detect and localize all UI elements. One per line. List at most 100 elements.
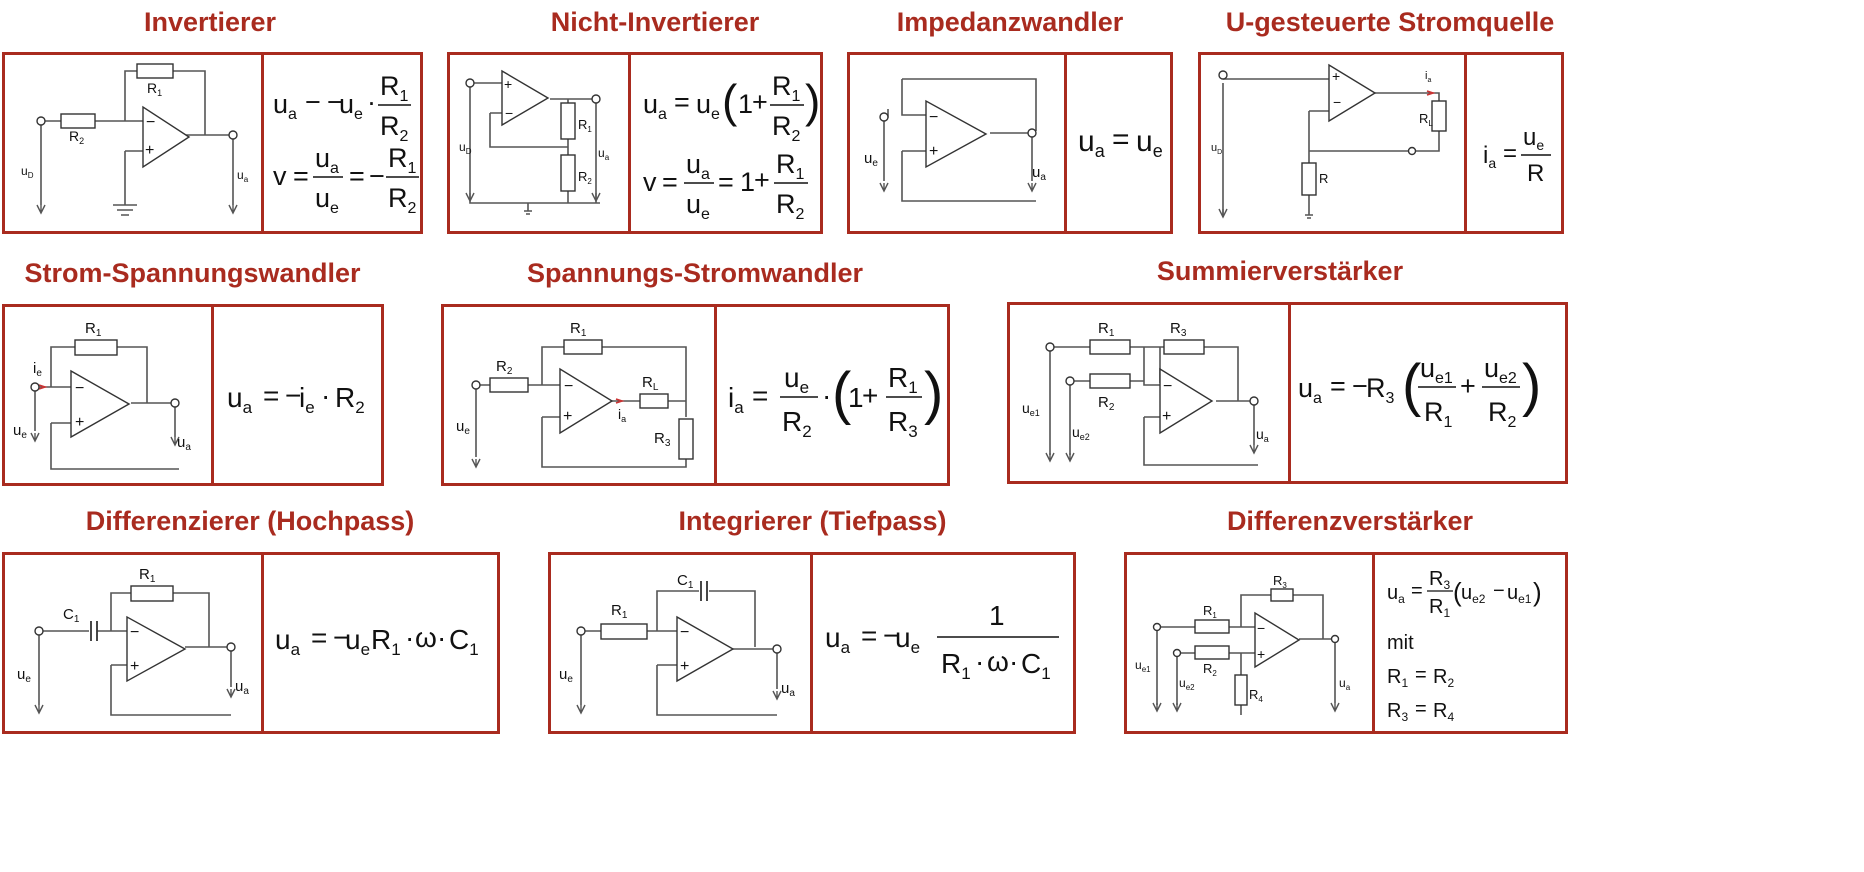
svg-text:=: = bbox=[752, 380, 768, 411]
svg-text:R1: R1 bbox=[776, 149, 805, 183]
svg-text:−: − bbox=[285, 380, 301, 411]
svg-text:C1: C1 bbox=[63, 606, 80, 625]
svg-text:ue: ue bbox=[784, 362, 809, 397]
svg-text:1: 1 bbox=[989, 600, 1005, 631]
svg-text:ua: ua bbox=[1339, 676, 1351, 692]
svg-text:R2: R2 bbox=[69, 128, 84, 146]
svg-text:ue2: ue2 bbox=[1179, 676, 1195, 692]
svg-text:−: − bbox=[1257, 620, 1265, 636]
svg-text:(: ( bbox=[1402, 353, 1421, 418]
svg-text:ia: ia bbox=[1425, 70, 1431, 84]
svg-text:uD: uD bbox=[1211, 142, 1222, 156]
svg-text:ue: ue bbox=[864, 150, 878, 169]
svg-text:R1: R1 bbox=[380, 71, 409, 105]
svg-text:R2: R2 bbox=[578, 169, 592, 186]
svg-text:R2: R2 bbox=[772, 111, 801, 145]
svg-text:=: = bbox=[1112, 123, 1130, 156]
svg-text:=: = bbox=[1503, 140, 1517, 167]
integrierer-formula: ua = − ue 1 R1 · ω · C1 bbox=[825, 600, 1059, 683]
svg-text:=: = bbox=[293, 161, 309, 191]
integrierer-circuit: − + C1 R1 ue ua ua = − ue 1 R1 · ω · C1 bbox=[559, 572, 1059, 716]
svg-text:C1: C1 bbox=[449, 624, 479, 659]
svg-text:·: · bbox=[975, 646, 984, 677]
svg-text:ua: ua bbox=[177, 434, 191, 453]
svg-text:R3: R3 bbox=[1170, 320, 1187, 339]
svg-text:R1: R1 bbox=[139, 566, 156, 585]
svg-text:ue: ue bbox=[345, 624, 370, 659]
svg-text:ie: ie bbox=[33, 360, 42, 379]
title-summierverstaerker: Summierverstärker bbox=[1156, 256, 1404, 286]
svg-text:R3: R3 bbox=[654, 430, 671, 449]
u-stromquelle-box: + − ia RL R uD ia = ue R bbox=[1198, 52, 1564, 234]
svg-text:ω: ω bbox=[415, 622, 437, 653]
svg-text:R1: R1 bbox=[611, 602, 628, 621]
op-minus: − bbox=[146, 114, 155, 131]
svg-text:·: · bbox=[437, 622, 446, 653]
svg-text:=: = bbox=[674, 87, 690, 117]
svg-text:ue: ue bbox=[559, 666, 573, 685]
nicht-invertierer-circuit: + − R1 R2 uD ua ua = ue ( 1+ R1 R2 ) v =… bbox=[459, 69, 820, 223]
svg-text:R2: R2 bbox=[776, 189, 805, 223]
svg-text:−: − bbox=[1493, 580, 1505, 602]
svg-text:R2: R2 bbox=[1098, 394, 1115, 413]
svg-text:ue: ue bbox=[339, 89, 363, 123]
svg-text:1: 1 bbox=[738, 89, 753, 119]
svg-text:R3: R3 bbox=[888, 406, 918, 441]
svg-text:ua: ua bbox=[598, 146, 610, 162]
svg-text:ia: ia bbox=[728, 382, 744, 417]
svg-text:−: − bbox=[369, 161, 385, 191]
svg-text:ua: ua bbox=[781, 680, 795, 699]
svg-text:=: = bbox=[349, 161, 365, 191]
title-strom-spannungswandler: Strom-Spannungswandler bbox=[24, 258, 361, 288]
nicht-invertierer-formula-ua: ua = ue ( 1+ R1 R2 ) bbox=[643, 71, 820, 145]
impedanzwandler-circuit: − + ue ua ua = ue bbox=[864, 78, 1163, 202]
svg-text:RL: RL bbox=[1419, 111, 1433, 128]
svg-text:uD: uD bbox=[21, 164, 34, 180]
svg-text:R1: R1 bbox=[85, 320, 102, 339]
svg-text:=: = bbox=[263, 380, 279, 411]
svg-text:ue1: ue1 bbox=[1507, 582, 1532, 606]
u-stromquelle-circuit: + − ia RL R uD ia = ue R bbox=[1211, 63, 1551, 219]
summierverstaerker-circuit: − + R1 R3 R2 ue1 ue2 ua ua = − R3 ( ue1 … bbox=[1022, 320, 1541, 466]
svg-text:RL: RL bbox=[642, 374, 659, 393]
svg-text:=: = bbox=[1415, 664, 1427, 686]
svg-text:+: + bbox=[75, 414, 84, 431]
svg-text:(: ( bbox=[1453, 577, 1462, 607]
impedanzwandler-box: − + ue ua ua = ue bbox=[847, 52, 1173, 234]
svg-text:R2: R2 bbox=[380, 111, 409, 145]
svg-text:−: − bbox=[1352, 371, 1368, 401]
svg-text:−: − bbox=[327, 87, 343, 117]
svg-text:+: + bbox=[504, 76, 512, 92]
differenzverstaerker-box: − + R3 R1 R2 R4 ue1 ue2 ua ua = R3 R1 ( … bbox=[1124, 552, 1568, 734]
svg-text:+: + bbox=[1332, 68, 1340, 84]
invertierer-formula-v: v = ua ue = − R1 R2 bbox=[273, 143, 419, 217]
svg-text:·: · bbox=[1009, 646, 1018, 677]
title-impedanzwandler: Impedanzwandler bbox=[896, 7, 1124, 37]
svg-text:ua: ua bbox=[1032, 164, 1046, 183]
svg-text:): ) bbox=[1533, 577, 1542, 607]
svg-text:R3: R3 bbox=[1429, 568, 1450, 592]
svg-text:ue: ue bbox=[895, 622, 920, 657]
svg-text:v: v bbox=[273, 161, 287, 191]
impedanzwandler-formula: ua = ue bbox=[1078, 123, 1163, 161]
svg-text:R1: R1 bbox=[1098, 320, 1115, 339]
svg-text:R1: R1 bbox=[578, 117, 592, 134]
summierverstaerker-formula: ua = − R3 ( ue1 R1 + ue2 R2 ) bbox=[1298, 353, 1541, 431]
svg-text:ua: ua bbox=[275, 624, 301, 659]
svg-text:+: + bbox=[862, 380, 878, 411]
svg-text:−: − bbox=[680, 624, 689, 641]
svg-text:ua: ua bbox=[1298, 373, 1322, 407]
svg-text:R2: R2 bbox=[496, 358, 513, 377]
differenzierer-circuit: − + R1 C1 ue ua ua = − ue R1 · ω · C1 bbox=[17, 566, 479, 716]
title-u-gesteuerte-stromquelle: U-gesteuerte Stromquelle bbox=[1225, 7, 1555, 37]
svg-text:R1: R1 bbox=[147, 80, 162, 98]
spannungs-stromwandler-formula: ia = ue R2 · ( 1+ R1 R3 ) bbox=[728, 361, 943, 441]
svg-text:): ) bbox=[805, 75, 820, 127]
svg-text:R3: R3 bbox=[1273, 573, 1287, 590]
invertierer-formula-ua: ua − − ue · R1 R2 bbox=[273, 71, 411, 145]
svg-text:+: + bbox=[130, 658, 139, 675]
svg-text:ua: ua bbox=[825, 622, 851, 657]
svg-text:ua: ua bbox=[686, 149, 710, 183]
svg-text:−: − bbox=[1333, 94, 1341, 110]
svg-text:): ) bbox=[1522, 353, 1541, 418]
